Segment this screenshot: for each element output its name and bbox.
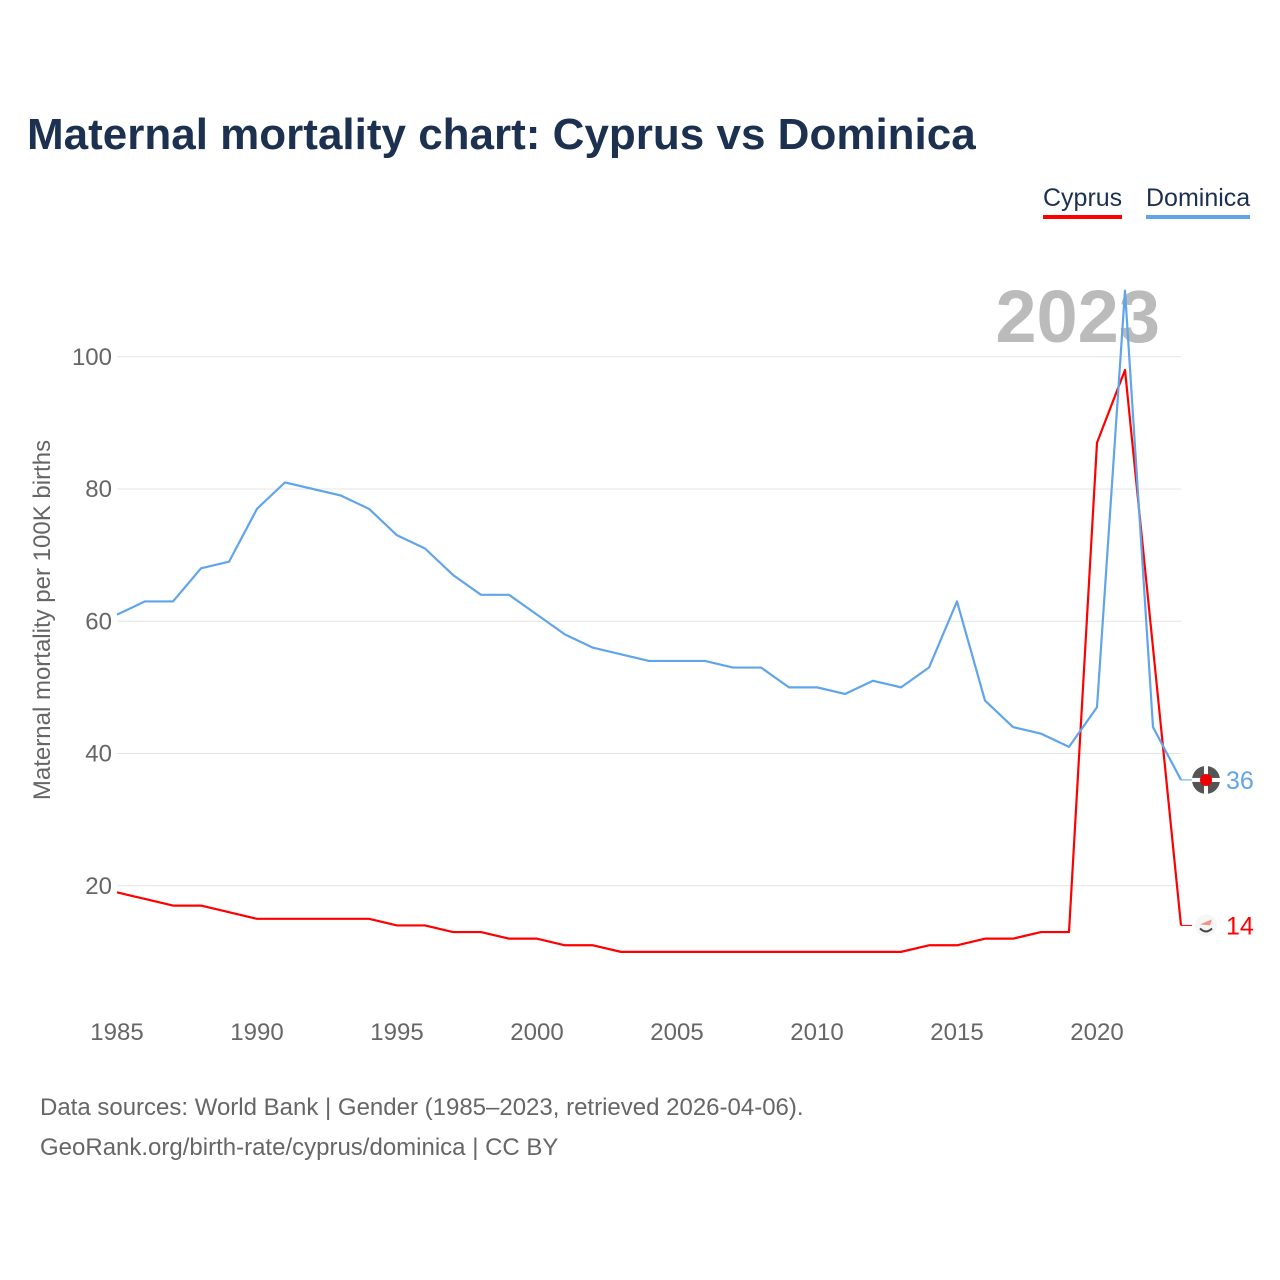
y-tick-label: 20: [85, 873, 112, 900]
legend-dominica[interactable]: Dominica: [1146, 184, 1251, 219]
x-tick-label: 2010: [790, 1019, 843, 1046]
source-note: Data sources: World Bank | Gender (1985–…: [40, 1088, 804, 1168]
end-value-label: 14: [1226, 912, 1254, 940]
y-tick-label: 60: [85, 608, 112, 635]
y-tick-label: 80: [85, 476, 112, 503]
series-line-dominica: [116, 289, 1182, 781]
x-tick-label: 2005: [650, 1019, 703, 1046]
year-label: 2023: [995, 275, 1160, 358]
x-tick-label: 2000: [510, 1019, 563, 1046]
source-line-1: Data sources: World Bank | Gender (1985–…: [40, 1094, 804, 1121]
x-tick-label: 1995: [370, 1019, 423, 1046]
y-axis-label: Maternal mortality per 100K births: [29, 440, 56, 800]
x-tick-label: 1990: [230, 1019, 283, 1046]
y-tick-label: 100: [72, 344, 112, 371]
end-value-label: 36: [1226, 767, 1254, 795]
x-tick-label: 2015: [930, 1019, 983, 1046]
chart-title: Maternal mortality chart: Cyprus vs Domi…: [27, 110, 976, 159]
dominica-flag-icon: [1192, 765, 1220, 794]
x-tick-label: 2020: [1070, 1019, 1123, 1046]
series-line-cyprus: [116, 368, 1183, 953]
legend-cyprus[interactable]: Cyprus: [1043, 184, 1123, 219]
source-line-2[interactable]: GeoRank.org/birth-rate/cyprus/dominica |…: [40, 1134, 559, 1161]
y-tick-label: 40: [85, 741, 112, 768]
cyprus-flag-icon: [1195, 914, 1217, 937]
x-tick-label: 1985: [90, 1019, 143, 1046]
